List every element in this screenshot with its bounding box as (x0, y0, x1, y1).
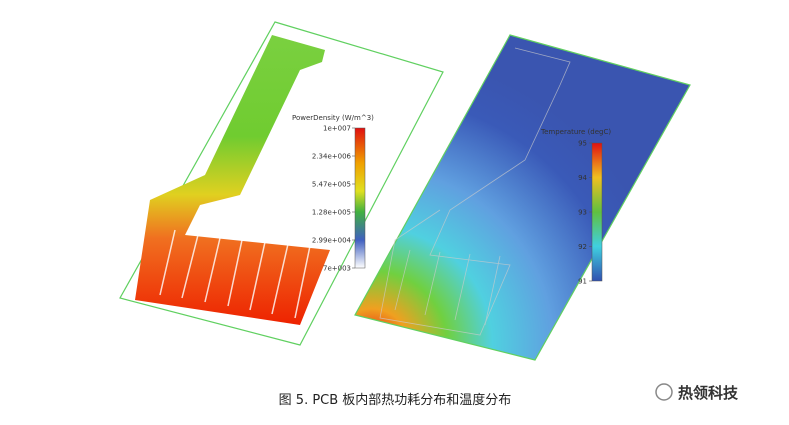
colorbar (354, 127, 366, 269)
tick-label: 7e+003 (323, 265, 351, 273)
legend-title: Temperature (degC) (540, 128, 611, 136)
traces (159, 229, 311, 319)
tick-label: 93 (578, 209, 587, 217)
tick-label: 2.99e+004 (312, 237, 352, 245)
traces (379, 47, 571, 336)
tick-label: 2.34e+006 (312, 153, 352, 161)
tick-label: 95 (578, 140, 587, 148)
legend-title: PowerDensity (W/m^3) (292, 114, 374, 122)
tick-label: 91 (578, 278, 587, 286)
caption: 图 5. PCB 板内部热功耗分布和温度分布 (279, 392, 512, 408)
tick-label: 1e+007 (323, 125, 351, 133)
ticks: 1e+007 2.34e+006 5.47e+005 1.28e+005 2.99e+0… (312, 125, 592, 286)
logo-icon (655, 383, 673, 401)
watermark: 热领科技 (678, 384, 739, 402)
tick-label: 5.47e+005 (312, 181, 351, 189)
temperature-map (354, 34, 691, 361)
tick-label: 92 (578, 243, 587, 251)
colorbar (591, 142, 603, 282)
power-map (135, 35, 330, 325)
tick-label: 1.28e+005 (312, 209, 351, 217)
tick-label: 94 (578, 174, 587, 182)
